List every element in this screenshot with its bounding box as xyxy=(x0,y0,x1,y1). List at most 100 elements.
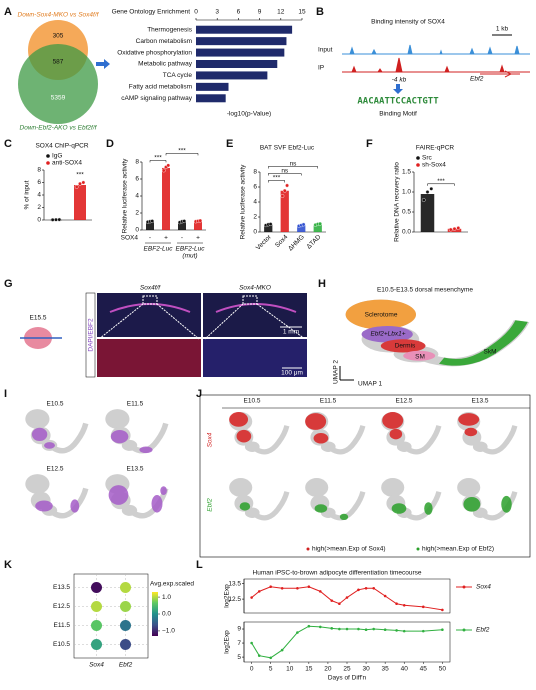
umap-shape xyxy=(305,478,363,518)
point xyxy=(372,586,376,590)
category-label: TCA cycle xyxy=(163,72,193,79)
annotation: *** xyxy=(178,148,186,155)
x-tick-label: 12 xyxy=(277,9,285,16)
panel-label: I xyxy=(4,388,7,400)
plot-frame xyxy=(243,578,451,614)
x-axis-label: -log10(p-Value) xyxy=(227,111,271,118)
y-tick-label: 7 xyxy=(237,640,241,647)
y-tick-label: 0 xyxy=(135,227,139,234)
bar xyxy=(196,48,285,57)
cluster-label: Dermis xyxy=(395,343,416,350)
expression-patch xyxy=(35,500,53,512)
panel-label: D xyxy=(106,138,114,150)
point xyxy=(296,586,299,590)
legend-marker xyxy=(46,161,50,165)
expression-patch xyxy=(463,496,481,512)
data-point xyxy=(285,183,289,188)
expression-patch xyxy=(458,413,480,426)
point xyxy=(318,625,322,629)
group-label: EBF2-Luc xyxy=(144,246,174,253)
axis-label: UMAP 1 xyxy=(358,381,382,388)
y-tick-label: 4 xyxy=(135,193,139,200)
point xyxy=(318,590,322,593)
bar xyxy=(196,94,226,103)
panel-label: C xyxy=(4,138,12,150)
point xyxy=(441,628,444,632)
annotation: ns xyxy=(290,161,298,168)
panel-label: E xyxy=(226,138,233,150)
umap: E10.5-E13.5 dorsal mesenchyme Sclerotome… xyxy=(333,287,522,388)
annotation: ns xyxy=(281,168,289,175)
y-tick-label: 13.5 xyxy=(228,580,241,587)
y-axis-label: log2Exp xyxy=(224,584,231,608)
bar xyxy=(162,167,170,230)
panel-label: A xyxy=(4,6,12,18)
umap-shape xyxy=(229,478,287,518)
dot xyxy=(91,601,102,612)
legend-label: Src xyxy=(422,155,433,162)
bracket xyxy=(427,183,455,186)
annotation: *** xyxy=(154,155,162,162)
point xyxy=(330,627,334,630)
y-tick-label: E10.5 xyxy=(53,641,70,648)
x-tick-label: Ebf2 xyxy=(119,662,133,669)
y-tick-label: 4 xyxy=(37,192,41,199)
y-tick-label: E11.5 xyxy=(53,622,70,629)
legend-marker xyxy=(306,547,310,551)
data-point xyxy=(198,218,203,223)
y-tick-label: 1.5 xyxy=(402,169,411,176)
histology: E15.5 Sox4f/f Sox4-MKO DAPI/EBF2 1 mm 10… xyxy=(20,285,307,378)
binding-track: Binding intensity of SOX4 1 kb Input IP … xyxy=(318,19,530,118)
image xyxy=(203,293,307,337)
bar xyxy=(313,224,322,232)
bar xyxy=(264,224,273,232)
colorbar-label: −1.0 xyxy=(162,628,175,635)
venn-count: 587 xyxy=(53,59,64,66)
zoom-box xyxy=(242,295,258,305)
legend-marker xyxy=(416,547,420,551)
y-tick-label: 8 xyxy=(37,167,41,174)
x-tick-label: - xyxy=(181,235,183,242)
bar xyxy=(196,82,229,91)
plot-frame xyxy=(73,573,149,659)
group-label: (mut) xyxy=(182,253,197,260)
dot xyxy=(120,639,131,650)
expression-patch xyxy=(239,502,251,511)
y-axis-label: % of input xyxy=(24,180,31,209)
category-label: Fatty acid metabolism xyxy=(129,84,192,91)
point xyxy=(257,654,261,657)
panel-label: L xyxy=(196,559,203,571)
x-axis-label: Days of Diff'n xyxy=(328,675,367,682)
point xyxy=(338,602,341,606)
data-point xyxy=(50,217,55,222)
annotation: *** xyxy=(273,175,281,182)
point xyxy=(280,586,284,590)
expression-patch xyxy=(31,427,48,441)
colorbar-label: 1.0 xyxy=(162,594,171,601)
dot xyxy=(91,582,102,593)
category-label: cAMP signaling pathway xyxy=(121,95,192,102)
legend-marker xyxy=(462,628,466,632)
expression-patch xyxy=(382,412,404,429)
x-tick-label: 25 xyxy=(343,666,351,673)
stage-label: E10.5 xyxy=(47,401,64,408)
data-point xyxy=(78,181,82,186)
point xyxy=(421,629,425,633)
x-tick-label: 10 xyxy=(286,666,294,673)
venn-label: Down-Sox4-MKO vs Sox4f/f xyxy=(18,12,100,19)
expression-patch xyxy=(501,495,512,513)
expression-patch xyxy=(313,433,329,444)
image xyxy=(203,339,307,377)
point xyxy=(269,656,273,660)
legend-marker xyxy=(416,163,420,167)
track-label: Input xyxy=(318,47,333,54)
zoom-box xyxy=(142,295,158,305)
motif-label: Binding Motif xyxy=(379,111,417,118)
x-tick-label: ΔTAD xyxy=(306,233,323,250)
x-tick-label: 5 xyxy=(269,666,273,673)
x-tick-label: 6 xyxy=(237,9,241,16)
bar xyxy=(178,221,186,230)
point xyxy=(345,627,349,631)
frame xyxy=(199,394,531,558)
data-point xyxy=(54,217,58,222)
